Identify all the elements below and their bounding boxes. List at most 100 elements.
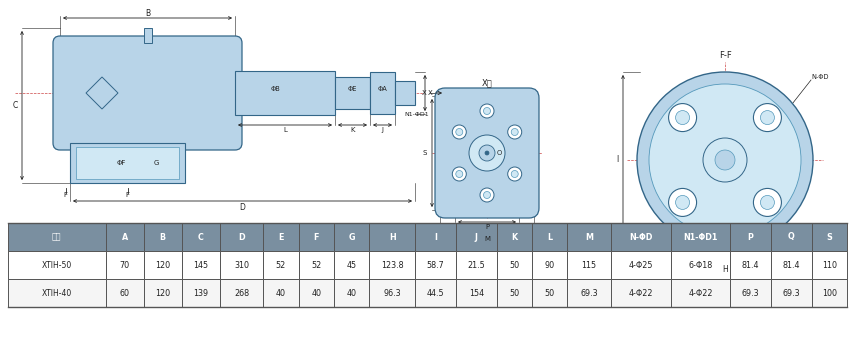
- Bar: [568, 223, 610, 251]
- Bar: [369, 279, 416, 307]
- Circle shape: [485, 151, 489, 155]
- Text: N1-ΦD1: N1-ΦD1: [683, 233, 717, 241]
- Bar: [182, 251, 220, 279]
- Bar: [8, 279, 106, 307]
- Bar: [670, 223, 730, 251]
- Bar: [670, 251, 730, 279]
- Text: 50: 50: [510, 261, 520, 269]
- Bar: [369, 223, 416, 251]
- Text: 81.4: 81.4: [782, 261, 800, 269]
- Bar: [182, 223, 220, 251]
- Text: 50: 50: [545, 289, 555, 297]
- Bar: [106, 279, 144, 307]
- Bar: [456, 251, 497, 279]
- Circle shape: [480, 104, 494, 118]
- FancyBboxPatch shape: [53, 36, 242, 150]
- Circle shape: [508, 125, 522, 139]
- Circle shape: [479, 145, 495, 161]
- FancyBboxPatch shape: [435, 88, 539, 218]
- Text: ΦF: ΦF: [117, 160, 127, 166]
- Bar: [532, 279, 568, 307]
- Bar: [532, 223, 568, 251]
- Text: 310: 310: [234, 261, 249, 269]
- Text: A: A: [121, 233, 128, 241]
- Text: 115: 115: [581, 261, 597, 269]
- Text: 4-Φ22: 4-Φ22: [688, 289, 712, 297]
- Text: 96.3: 96.3: [383, 289, 401, 297]
- Bar: [263, 279, 298, 307]
- Circle shape: [760, 111, 775, 125]
- Text: H: H: [389, 233, 396, 241]
- Text: 4-Φ25: 4-Φ25: [628, 261, 653, 269]
- Bar: [298, 279, 333, 307]
- Text: 4-Φ22: 4-Φ22: [628, 289, 653, 297]
- Bar: [395, 81, 415, 105]
- Text: 45: 45: [346, 261, 357, 269]
- Text: 70: 70: [120, 261, 130, 269]
- Circle shape: [511, 128, 518, 136]
- Bar: [8, 251, 106, 279]
- Bar: [416, 279, 456, 307]
- Bar: [497, 279, 532, 307]
- Bar: [333, 279, 369, 307]
- Circle shape: [715, 150, 735, 170]
- Circle shape: [483, 192, 491, 198]
- Bar: [263, 223, 298, 251]
- Text: 50: 50: [510, 289, 520, 297]
- Text: ΦE: ΦE: [348, 86, 357, 92]
- Circle shape: [753, 103, 781, 131]
- Text: 139: 139: [193, 289, 209, 297]
- Bar: [532, 251, 568, 279]
- Bar: [610, 279, 670, 307]
- Bar: [670, 279, 730, 307]
- Text: 21.5: 21.5: [468, 261, 486, 269]
- Text: 69.3: 69.3: [581, 289, 598, 297]
- Bar: [771, 251, 811, 279]
- Text: 52: 52: [276, 261, 286, 269]
- Text: O: O: [497, 150, 502, 156]
- Text: M: M: [585, 233, 593, 241]
- Bar: [76, 147, 179, 179]
- Text: Q: Q: [788, 233, 794, 241]
- Text: 69.3: 69.3: [782, 289, 800, 297]
- Bar: [771, 279, 811, 307]
- Bar: [811, 279, 847, 307]
- Bar: [497, 251, 532, 279]
- Text: ΦA: ΦA: [378, 86, 387, 92]
- Bar: [369, 251, 416, 279]
- Circle shape: [753, 188, 781, 216]
- Text: N-ΦD: N-ΦD: [811, 74, 828, 80]
- Bar: [220, 279, 263, 307]
- Text: L: L: [547, 233, 552, 241]
- Bar: [8, 223, 106, 251]
- Text: N1-ΦD1: N1-ΦD1: [404, 113, 429, 118]
- Text: 44.5: 44.5: [427, 289, 445, 297]
- Bar: [497, 223, 532, 251]
- Bar: [144, 251, 182, 279]
- Text: C: C: [12, 101, 18, 110]
- Bar: [220, 251, 263, 279]
- Text: B: B: [145, 8, 150, 18]
- Text: C: C: [198, 233, 203, 241]
- Text: I: I: [434, 233, 437, 241]
- Circle shape: [452, 167, 466, 181]
- Text: F-F: F-F: [718, 51, 731, 61]
- Text: K: K: [511, 233, 517, 241]
- Text: ΦB: ΦB: [270, 86, 280, 92]
- Circle shape: [452, 125, 466, 139]
- Text: X: X: [428, 90, 433, 96]
- Bar: [335, 77, 370, 109]
- Bar: [730, 279, 771, 307]
- Text: 69.3: 69.3: [742, 289, 759, 297]
- Bar: [220, 223, 263, 251]
- Circle shape: [469, 135, 505, 171]
- Text: 40: 40: [311, 289, 321, 297]
- Bar: [568, 279, 610, 307]
- Circle shape: [669, 103, 697, 131]
- Bar: [106, 251, 144, 279]
- Bar: [456, 223, 497, 251]
- Bar: [70, 143, 185, 183]
- Text: J: J: [475, 233, 478, 241]
- Text: E: E: [278, 233, 284, 241]
- Text: 123.8: 123.8: [380, 261, 404, 269]
